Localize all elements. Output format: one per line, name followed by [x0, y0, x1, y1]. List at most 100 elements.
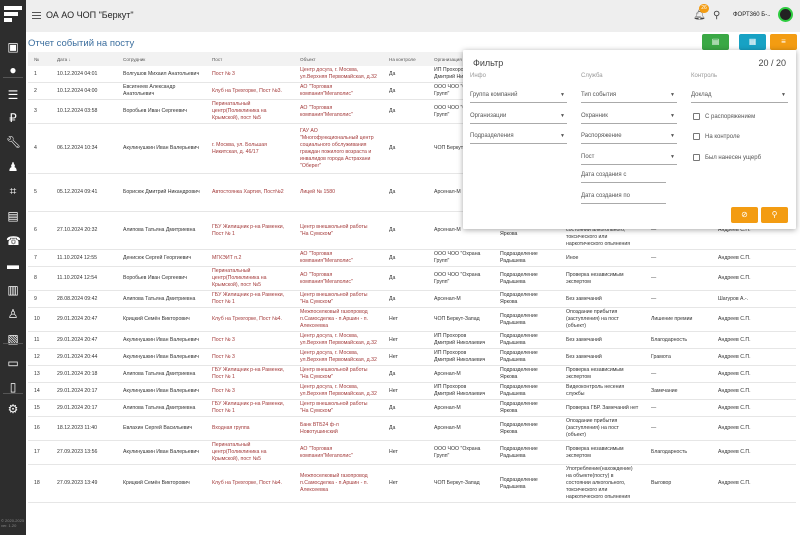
- guard-select[interactable]: Охранник ▼: [581, 112, 677, 124]
- contacts-icon[interactable]: ▣: [7, 40, 19, 54]
- table-cell: Нет: [383, 464, 428, 503]
- table-cell: Воробьев Иван Сергеевич: [117, 99, 206, 124]
- table-cell: 29.01.2024 20:17: [51, 382, 117, 400]
- column-header[interactable]: Сотрудник: [117, 52, 206, 66]
- filter-button[interactable]: ≡: [770, 34, 797, 50]
- table-cell: Акулинушкин Иван Валерьевич: [117, 382, 206, 400]
- table-cell: Подразделение Яркова: [494, 365, 560, 383]
- company-group-select[interactable]: Группа компаний ▼: [470, 91, 567, 103]
- table-cell: Андреев С.П.: [712, 331, 796, 349]
- table-cell: Подразделение Радышева: [494, 307, 560, 332]
- organizations-select[interactable]: Организации ▼: [470, 112, 567, 124]
- column-header[interactable]: №: [28, 52, 51, 66]
- table-row[interactable]: 13 29.01.2024 20:18 Алипова Татьяна Дмитри…: [28, 365, 796, 383]
- table-row[interactable]: 18 27.09.2023 13:49 Крицкий Семён Викторов…: [28, 464, 796, 503]
- checkbox-box[interactable]: [693, 133, 700, 140]
- ruble-icon[interactable]: ₽: [9, 111, 17, 125]
- table-cell: Да: [383, 249, 428, 267]
- settings-icon[interactable]: ⚙: [7, 402, 19, 416]
- table-row[interactable]: 8 11.10.2024 12:54 Воробьев Иван Сергеевич…: [28, 266, 796, 291]
- apply-filter-button[interactable]: ⚲: [761, 207, 788, 223]
- table-cell: Андреев С.П.: [712, 416, 796, 441]
- wrench-icon[interactable]: 🔧︎: [6, 135, 22, 149]
- table-cell: Иное: [560, 249, 645, 267]
- export-excel-button[interactable]: ▤: [702, 34, 729, 50]
- column-header[interactable]: На контроле: [383, 52, 428, 66]
- table-row[interactable]: 14 29.01.2024 20:17 Акулинушкин Иван Валер…: [28, 382, 796, 400]
- table-cell: 28.08.2024 09:42: [51, 290, 117, 308]
- on-control-checkbox[interactable]: На контроле: [693, 133, 740, 140]
- excel-file-icon[interactable]: ▧: [7, 332, 19, 346]
- monitor-icon[interactable]: ▭: [7, 356, 19, 370]
- table-cell: АО "Торговая компания"Мегаполис": [294, 99, 383, 124]
- checkbox-box[interactable]: [693, 154, 700, 161]
- sidebar-divider: [3, 393, 23, 394]
- table-cell: 18.12.2023 11:40: [51, 416, 117, 441]
- table-cell: 2: [28, 82, 51, 100]
- table-cell: Нет: [383, 382, 428, 400]
- table-edit-icon: ▦: [748, 37, 757, 46]
- table-cell: г. Москва, ул. Большая Никитская, д. 46/…: [206, 123, 294, 174]
- column-header[interactable]: Пост: [206, 52, 294, 66]
- table-cell: Да: [383, 99, 428, 124]
- table-cell: Денисюк Сергей Георгиевич: [117, 249, 206, 267]
- table-cell: 10: [28, 307, 51, 332]
- table-cell: ИП Прохоров Дмитрий Николаевич: [428, 348, 494, 366]
- table-row[interactable]: 12 29.01.2024 20:44 Акулинушкин Иван Валер…: [28, 348, 796, 366]
- building-icon[interactable]: ▥: [7, 283, 19, 297]
- bell-icon[interactable]: 🔔︎: [693, 10, 706, 21]
- column-header[interactable]: Объект: [294, 52, 383, 66]
- notification-badge: 26: [699, 4, 709, 13]
- book-icon[interactable]: ▯: [9, 380, 17, 394]
- post-select[interactable]: Пост ▼: [581, 153, 677, 165]
- avatar[interactable]: [778, 7, 793, 22]
- briefcase-icon[interactable]: ▬: [7, 258, 19, 272]
- table-cell: 27.10.2024 20:32: [51, 211, 117, 250]
- table-cell: 29.01.2024 20:44: [51, 348, 117, 366]
- divisions-select[interactable]: Подразделения ▼: [470, 132, 567, 144]
- table-cell: Грамота: [645, 348, 712, 366]
- menu-icon[interactable]: [32, 12, 41, 19]
- table-row[interactable]: 16 18.12.2023 11:40 Евлахин Сергей Василье…: [28, 416, 796, 441]
- section-service: Служба: [581, 73, 603, 79]
- table-cell: 13: [28, 365, 51, 383]
- report-select[interactable]: Доклад ▼: [691, 91, 788, 103]
- phone-icon[interactable]: ☎: [6, 234, 21, 248]
- table-row[interactable]: 11 29.01.2024 20:47 Акулинушкин Иван Валер…: [28, 331, 796, 349]
- scan-icon[interactable]: ⌗: [9, 184, 17, 198]
- table-cell: Да: [383, 82, 428, 100]
- gear-icon[interactable]: ●: [9, 63, 17, 77]
- table-cell: 12: [28, 348, 51, 366]
- search-icon[interactable]: ⚲: [713, 10, 721, 21]
- column-header[interactable]: Дата ↓: [51, 52, 117, 66]
- damage-checkbox[interactable]: Был нанесен ущерб: [693, 154, 761, 161]
- table-cell: Лишение премии: [645, 307, 712, 332]
- order-select[interactable]: Распоряжение ▼: [581, 132, 677, 144]
- table-cell: Акулинушкин Иван Валерьевич: [117, 348, 206, 366]
- date-to-input[interactable]: Дата создания по: [581, 192, 666, 204]
- reset-filter-button[interactable]: ⊘: [731, 207, 758, 223]
- table-row[interactable]: 10 29.01.2024 20:47 Крицкий Семён Викторов…: [28, 307, 796, 332]
- table-cell: 06.12.2024 10:34: [51, 123, 117, 174]
- table-row[interactable]: 15 29.01.2024 20:17 Алипова Татьяна Дмитри…: [28, 399, 796, 417]
- with-order-checkbox[interactable]: С распоряжением: [693, 113, 755, 120]
- table-row[interactable]: 9 28.08.2024 09:42 Алипова Татьяна Дмитрие…: [28, 290, 796, 308]
- event-type-select[interactable]: Тип события ▼: [581, 91, 677, 103]
- checkbox-box[interactable]: [693, 113, 700, 120]
- table-cell: Акулинушкин Иван Валерьевич: [117, 123, 206, 174]
- guard-icon[interactable]: ♟: [7, 160, 19, 174]
- columns-edit-button[interactable]: ▦: [739, 34, 766, 50]
- date-from-input[interactable]: Дата создания с: [581, 171, 666, 183]
- user-icon[interactable]: ♙: [7, 307, 19, 321]
- table-cell: Клуб на Трехгорке, Пост №4.: [206, 307, 294, 332]
- user-name[interactable]: ФОРТ360 Б-..: [733, 12, 771, 18]
- fax-icon[interactable]: ▤: [7, 209, 19, 223]
- table-cell: АО "Торговая компания"Мегаполис": [294, 266, 383, 291]
- checklist-icon[interactable]: ☰: [7, 88, 19, 102]
- table-cell: ГБУ Жилищник р-на Раменки, Пост № 1: [206, 290, 294, 308]
- table-row[interactable]: 7 11.10.2024 12:55 Денисюк Сергей Георгиев…: [28, 249, 796, 267]
- table-cell: 17: [28, 440, 51, 465]
- table-row[interactable]: 17 27.09.2023 13:56 Акулинушкин Иван Валер…: [28, 440, 796, 465]
- table-cell: Да: [383, 416, 428, 441]
- table-cell: Андреев С.П.: [712, 382, 796, 400]
